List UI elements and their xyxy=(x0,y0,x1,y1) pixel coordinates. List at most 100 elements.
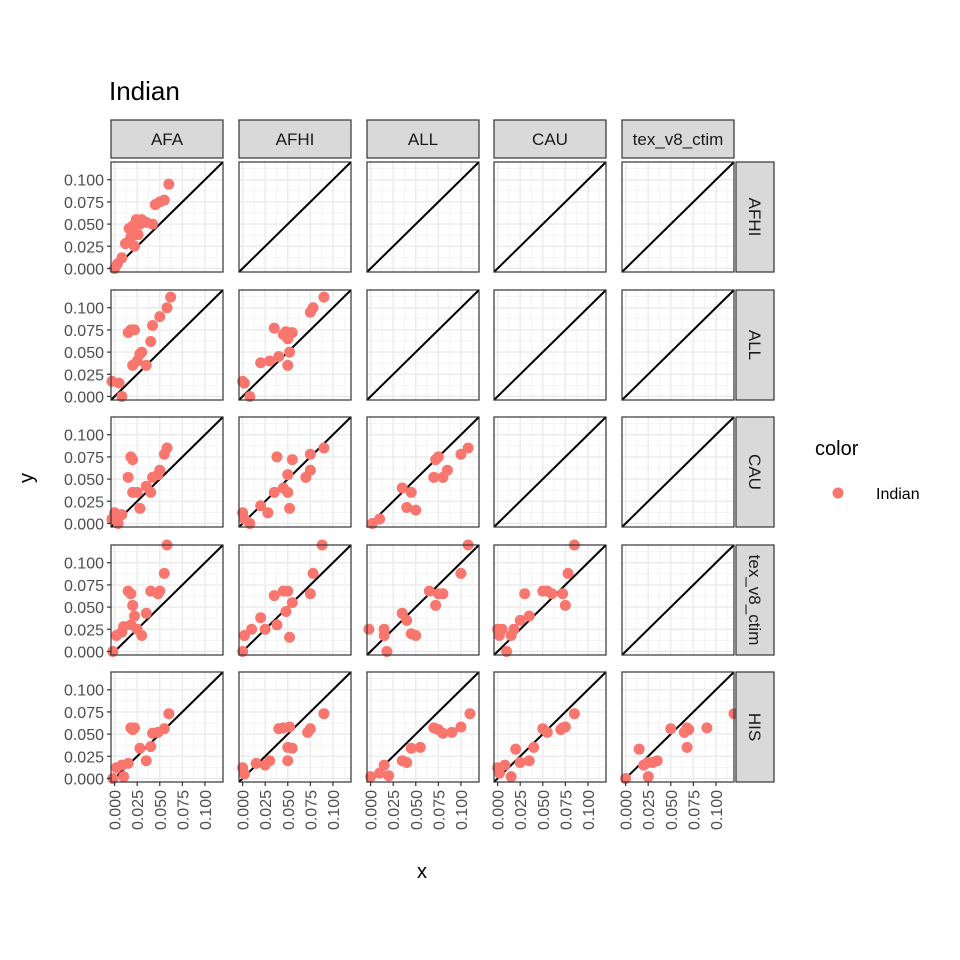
x-tick-label: 0.000 xyxy=(619,790,636,830)
data-point xyxy=(378,629,390,641)
y-tick-label: 0.000 xyxy=(64,771,104,788)
data-point xyxy=(307,302,319,314)
data-point xyxy=(396,482,408,494)
y-tick-label: 0.100 xyxy=(64,683,104,700)
x-tick-label: 0.050 xyxy=(409,790,426,830)
x-tick-label: 0.050 xyxy=(153,790,170,830)
panel-border xyxy=(366,416,480,528)
data-point xyxy=(546,588,558,600)
data-point xyxy=(642,771,654,783)
panel-border xyxy=(110,416,224,528)
identity-line xyxy=(238,289,352,401)
y-tick-label: 0.100 xyxy=(64,556,104,573)
panel-r4-c2 xyxy=(237,539,352,657)
x-tick-label: 0.000 xyxy=(108,790,125,830)
panel-r3-c1 xyxy=(106,416,224,529)
panel-border xyxy=(621,416,735,528)
panel-r2-c2 xyxy=(237,289,352,402)
data-point xyxy=(271,451,283,463)
row-strip-label: HIS xyxy=(745,713,764,741)
col-strip-label: tex_v8_ctim xyxy=(633,130,724,149)
data-point xyxy=(559,599,571,611)
data-point xyxy=(116,252,128,264)
strip-background xyxy=(735,416,775,528)
data-point xyxy=(140,755,152,767)
identity-line xyxy=(366,289,480,401)
data-point xyxy=(514,756,526,768)
panel-border xyxy=(238,161,352,273)
data-point xyxy=(163,178,175,190)
y-tick-label: 0.000 xyxy=(64,389,104,406)
strip-background xyxy=(621,119,735,159)
col-strip-label: CAU xyxy=(532,130,568,149)
data-point xyxy=(237,645,249,657)
data-point xyxy=(271,619,283,631)
y-tick-label: 0.000 xyxy=(64,644,104,661)
data-point xyxy=(282,585,294,597)
panel-r3-c3 xyxy=(366,416,480,529)
col-strip-label: AFA xyxy=(151,130,184,149)
data-point xyxy=(125,588,137,600)
row-strip-2: ALL xyxy=(735,289,775,401)
col-strip-3: ALL xyxy=(366,119,480,159)
panel-border xyxy=(238,289,352,401)
identity-line xyxy=(110,416,224,528)
data-point xyxy=(132,229,144,241)
data-point xyxy=(374,767,386,779)
y-tick-label: 0.025 xyxy=(64,622,104,639)
data-point xyxy=(255,500,267,512)
data-point xyxy=(163,708,175,720)
data-point xyxy=(122,471,134,483)
data-point xyxy=(383,770,395,782)
data-point xyxy=(250,757,262,769)
x-tick-label: 0.025 xyxy=(513,790,530,830)
panel-border xyxy=(493,161,607,273)
data-point xyxy=(523,610,535,622)
data-point xyxy=(633,743,645,755)
col-strip-4: CAU xyxy=(493,119,607,159)
data-point xyxy=(268,486,280,498)
data-point xyxy=(501,645,513,657)
data-point xyxy=(282,469,294,481)
col-strip-label: ALL xyxy=(408,130,438,149)
data-point xyxy=(262,507,274,519)
data-point xyxy=(286,597,298,609)
panel-r2-c1 xyxy=(106,289,224,402)
data-point xyxy=(307,567,319,579)
data-point xyxy=(464,708,476,720)
identity-line xyxy=(366,416,480,528)
data-point xyxy=(510,743,522,755)
panel-border xyxy=(493,416,607,528)
panel-border xyxy=(110,289,224,401)
y-tick-label: 0.075 xyxy=(64,578,104,595)
data-point xyxy=(446,726,458,738)
data-point xyxy=(128,610,140,622)
data-point xyxy=(264,755,276,767)
panel-r5-c4 xyxy=(492,671,607,783)
data-point xyxy=(255,357,267,369)
legend: color Indian xyxy=(815,438,920,503)
data-point xyxy=(161,442,173,454)
col-strip-5: tex_v8_ctim xyxy=(621,119,735,159)
data-point xyxy=(107,645,119,657)
data-point xyxy=(318,291,330,303)
panel-r1-c2 xyxy=(238,161,352,273)
data-point xyxy=(282,755,294,767)
data-point xyxy=(244,517,256,529)
data-point xyxy=(514,614,526,626)
data-point xyxy=(282,359,294,371)
data-point xyxy=(414,741,426,753)
data-point xyxy=(147,319,159,331)
x-tick-label: 0.000 xyxy=(491,790,508,830)
identity-line xyxy=(493,416,607,528)
data-point xyxy=(651,755,663,767)
data-point xyxy=(559,721,571,733)
data-point xyxy=(140,607,152,619)
row-strip-label: AFHI xyxy=(745,198,764,237)
row-strip-label: ALL xyxy=(745,330,764,360)
data-point xyxy=(113,377,125,389)
y-axis-title: y xyxy=(16,473,38,483)
identity-line xyxy=(366,161,480,273)
data-point xyxy=(128,722,140,734)
panel-border xyxy=(238,671,352,783)
